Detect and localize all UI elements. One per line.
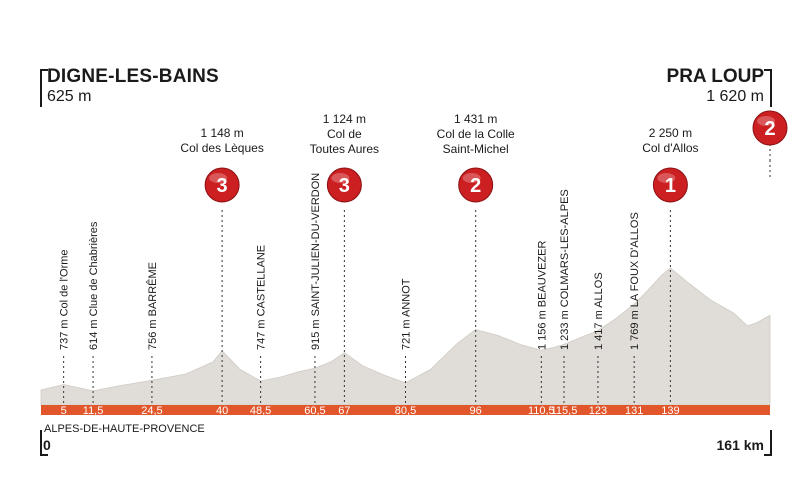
climb-label-1-2: Toutes Aures	[310, 142, 379, 156]
km-tick-label-1: 11,5	[83, 405, 104, 417]
km-start-label: 0	[43, 437, 51, 453]
waypoint-label-10: 1 233 m COLMARS-LES-ALPES	[559, 189, 571, 350]
waypoint-label-12: 1 769 m LA FOUX D'ALLOS	[629, 212, 641, 350]
start-town-name: DIGNE-LES-BAINS	[47, 66, 219, 87]
km-tick-label-12: 131	[625, 405, 643, 417]
km-tick-label-13: 139	[661, 405, 679, 417]
climb-badge-0	[204, 167, 240, 203]
km-tick-label-4: 48,5	[250, 405, 271, 417]
km-tick-label-8: 96	[470, 405, 482, 417]
finish-town-name: PRA LOUP	[666, 66, 764, 87]
climb-label-3-1: Col d'Allos	[642, 141, 698, 155]
climb-label-0-1: Col des Lèques	[180, 141, 263, 155]
climb-label-1-0: 1 124 m	[323, 112, 366, 126]
km-tick-label-3: 40	[216, 405, 228, 417]
km-tick-label-2: 24,5	[141, 405, 162, 417]
climb-category-3: 1	[665, 175, 676, 197]
km-tick-label-7: 80,5	[395, 405, 416, 417]
climb-label-1-1: Col de	[327, 127, 362, 141]
km-tick-label-5: 60,5	[304, 405, 325, 417]
climb-badge-4	[752, 110, 788, 146]
climb-label-2-2: Saint-Michel	[443, 142, 509, 156]
frame-corner-bottom-right	[764, 430, 772, 456]
waypoint-label-4: 747 m CASTELLANE	[256, 245, 268, 350]
climb-badge-shine-2	[462, 173, 481, 183]
climb-badge-2	[458, 167, 494, 203]
km-tick-label-6: 67	[338, 405, 350, 417]
climb-badge-shine-1	[331, 173, 350, 183]
distance-bar	[41, 405, 770, 415]
climb-badge-shine-3	[657, 173, 676, 183]
km-tick-label-10: 115,5	[551, 405, 578, 417]
waypoint-label-11: 1 417 m ALLOS	[593, 272, 605, 350]
climb-category-4: 2	[764, 118, 775, 140]
climb-category-1: 3	[339, 175, 350, 197]
km-tick-label-11: 123	[589, 405, 607, 417]
climb-label-0-0: 1 148 m	[200, 126, 243, 140]
region-label: ALPES-DE-HAUTE-PROVENCE	[44, 423, 205, 435]
waypoint-label-0: 737 m Col de l'Orme	[59, 249, 71, 350]
climb-badge-shine-4	[757, 116, 775, 126]
waypoint-label-7: 721 m ANNOT	[401, 278, 413, 350]
climb-label-3-0: 2 250 m	[649, 126, 692, 140]
start-altitude: 625 m	[47, 88, 92, 105]
waypoint-label-5: 915 m SAINT-JULIEN-DU-VERDON	[310, 173, 322, 350]
frame-corner-top-left	[40, 69, 48, 107]
km-tick-label-0: 5	[61, 405, 67, 417]
climb-category-0: 3	[217, 175, 228, 197]
climb-badge-shine-0	[209, 173, 228, 183]
finish-altitude: 1 620 m	[706, 88, 764, 105]
elevation-profile-area	[40, 267, 771, 406]
climb-badge-1	[326, 167, 362, 203]
waypoint-label-2: 756 m BARRÊME	[146, 262, 159, 350]
climb-label-2-1: Col de la Colle	[437, 127, 515, 141]
frame-corner-bottom-left	[40, 430, 48, 456]
waypoint-label-1: 614 m Clue de Chabrières	[88, 221, 100, 350]
climb-category-2: 2	[470, 175, 481, 197]
climb-badge-3	[652, 167, 688, 203]
climb-label-2-0: 1 431 m	[454, 112, 497, 126]
km-tick-label-9: 110,5	[528, 405, 555, 417]
waypoint-label-9: 1 156 m BEAUVEZER	[536, 241, 548, 350]
frame-corner-top-right	[764, 69, 772, 107]
km-end-label: 161 km	[716, 437, 764, 453]
